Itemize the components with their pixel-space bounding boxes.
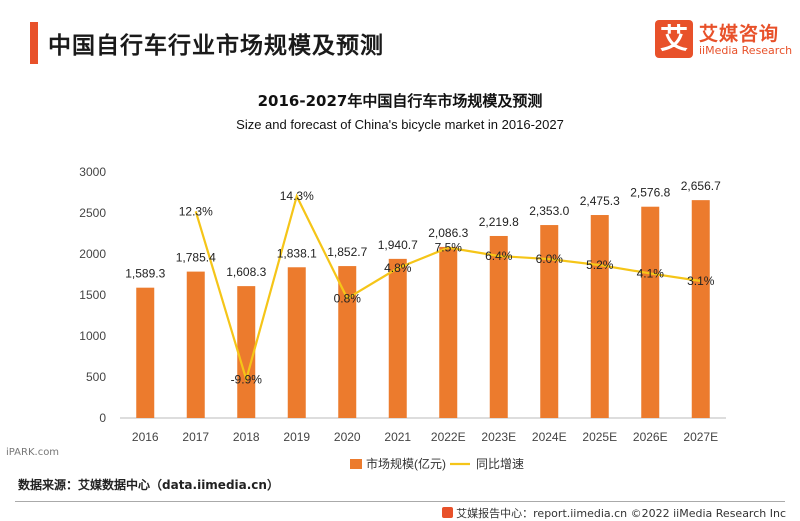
x-tick-label: 2027E <box>683 430 718 444</box>
bar-market-size <box>338 266 357 418</box>
bar-value-label: 1,785.4 <box>176 251 216 265</box>
x-tick-label: 2020 <box>334 430 361 444</box>
growth-value-label: 4.8% <box>384 261 412 275</box>
y-tick-label: 2500 <box>79 206 106 220</box>
bar-market-size <box>186 271 205 418</box>
legend-label-line: 同比增速 <box>476 457 524 471</box>
brand-logo: 艾 艾媒咨询 iiMedia Research <box>655 18 795 62</box>
bar-market-size <box>237 286 256 418</box>
bar-market-size <box>439 246 458 418</box>
bar-value-label: 2,219.8 <box>479 215 519 229</box>
bar-value-label: 1,852.7 <box>327 245 367 259</box>
footer-divider <box>15 501 785 502</box>
growth-value-label: 3.1% <box>687 274 715 288</box>
title-accent-bar <box>30 22 38 64</box>
data-source: 数据来源：艾媒数据中心（data.iimedia.cn） <box>18 478 279 492</box>
y-tick-label: 2000 <box>79 247 106 261</box>
report-center-icon <box>442 507 454 518</box>
bar-market-size <box>691 200 710 418</box>
bar-market-size <box>489 235 508 418</box>
brand-name-en: iiMedia Research <box>699 44 793 57</box>
bar-value-label: 1,940.7 <box>378 238 418 252</box>
brand-name-cn: 艾媒咨询 <box>699 23 780 45</box>
legend-label-bar: 市场规模(亿元) <box>366 456 446 471</box>
bar-value-label: 1,589.3 <box>125 267 165 281</box>
x-tick-label: 2017 <box>182 430 209 444</box>
y-tick-label: 1500 <box>79 288 106 302</box>
bar-value-label: 1,838.1 <box>277 246 317 260</box>
bar-value-label: 2,576.8 <box>630 186 670 200</box>
bar-value-label: 2,656.7 <box>681 179 721 193</box>
x-tick-label: 2021 <box>384 430 411 444</box>
footer: 艾媒报告中心：report.iimedia.cn ©2022 iiMedia R… <box>0 505 786 521</box>
y-tick-label: 0 <box>99 411 106 425</box>
bar-value-label: 2,475.3 <box>580 194 620 208</box>
y-tick-label: 500 <box>86 370 106 384</box>
growth-value-label: 4.1% <box>637 266 665 280</box>
bar-market-size <box>136 287 155 418</box>
bar-market-size <box>590 215 609 418</box>
growth-value-label: 12.3% <box>179 204 213 218</box>
bar-value-label: 1,608.3 <box>226 265 266 279</box>
bar-market-size <box>540 225 559 418</box>
bar-value-label: 2,353.0 <box>529 204 569 218</box>
x-tick-label: 2026E <box>633 430 668 444</box>
bar-value-label: 2,086.3 <box>428 226 468 240</box>
x-tick-label: 2022E <box>431 430 466 444</box>
chart-subtitle: Size and forecast of China's bicycle mar… <box>236 117 564 132</box>
growth-value-label: 7.5% <box>435 241 463 255</box>
watermark: iPARK.com <box>6 447 60 458</box>
x-tick-label: 2019 <box>283 430 310 444</box>
growth-value-label: 0.8% <box>334 291 362 305</box>
footer-text: 艾媒报告中心：report.iimedia.cn ©2022 iiMedia R… <box>456 507 786 520</box>
x-tick-label: 2018 <box>233 430 260 444</box>
bar-market-size <box>287 267 306 418</box>
chart-title: 2016-2027年中国自行车市场规模及预测 <box>257 92 543 110</box>
growth-value-label: 5.2% <box>586 258 614 272</box>
bar-market-size <box>641 206 660 418</box>
page-title: 中国自行车行业市场规模及预测 <box>48 33 384 59</box>
legend-swatch-bar <box>350 459 362 469</box>
growth-value-label: -9.9% <box>231 372 263 386</box>
bar-market-size <box>388 258 407 418</box>
x-tick-label: 2024E <box>532 430 567 444</box>
y-tick-label: 1000 <box>79 329 106 343</box>
x-tick-label: 2025E <box>582 430 617 444</box>
brand-mark-icon: 艾 <box>655 20 693 58</box>
x-tick-label: 2023E <box>481 430 516 444</box>
growth-value-label: 14.3% <box>280 189 314 203</box>
growth-value-label: 6.0% <box>536 252 564 266</box>
line-growth-rate <box>194 193 701 384</box>
y-tick-label: 3000 <box>79 165 106 179</box>
x-tick-label: 2016 <box>132 430 159 444</box>
growth-value-label: 6.4% <box>485 249 513 263</box>
